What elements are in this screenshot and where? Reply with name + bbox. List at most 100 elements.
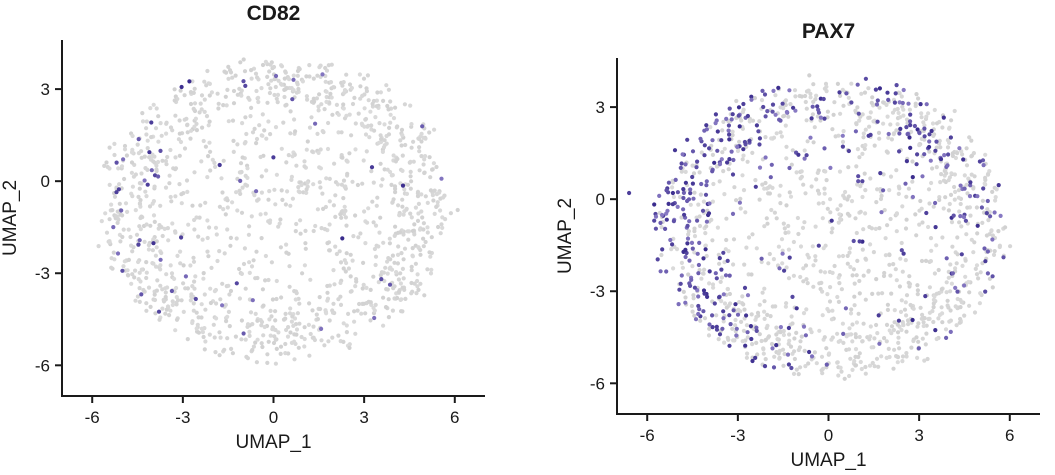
expressing-cell-point xyxy=(372,315,377,321)
cell-point xyxy=(861,273,866,278)
cell-point xyxy=(840,139,846,144)
cell-point xyxy=(116,166,121,171)
cell-point xyxy=(953,155,958,161)
cell-point xyxy=(863,188,868,193)
expressing-cell-point xyxy=(985,249,990,254)
cell-point xyxy=(163,294,168,300)
cell-point xyxy=(283,202,288,207)
cell-point xyxy=(873,226,878,231)
cell-point xyxy=(990,189,995,194)
cell-point xyxy=(902,307,908,312)
expressing-cell-point xyxy=(790,294,795,299)
cell-point xyxy=(415,278,420,284)
cell-point xyxy=(377,230,382,235)
x-tick-label: -3 xyxy=(730,426,745,445)
cell-point xyxy=(199,302,204,307)
cell-point xyxy=(805,139,810,144)
cell-point xyxy=(331,203,336,208)
cell-point xyxy=(396,203,401,208)
cell-point xyxy=(386,297,391,302)
cell-point xyxy=(174,285,179,291)
cell-point xyxy=(949,281,954,286)
cell-point xyxy=(778,201,783,206)
cell-point xyxy=(239,271,244,276)
cell-point xyxy=(319,102,324,107)
expressing-cell-point xyxy=(757,142,762,147)
cell-point xyxy=(150,248,155,253)
cell-point xyxy=(762,186,767,191)
cell-point xyxy=(900,204,905,209)
cell-point xyxy=(815,170,820,175)
expressing-cell-point xyxy=(672,148,678,153)
cell-point xyxy=(273,202,278,207)
cell-point xyxy=(135,294,140,299)
cell-point xyxy=(188,136,193,141)
cell-point xyxy=(242,69,248,74)
cell-point xyxy=(400,168,405,173)
cell-point xyxy=(436,224,441,230)
cell-point xyxy=(722,340,727,345)
cell-point xyxy=(804,106,809,111)
cell-point xyxy=(417,145,422,150)
cell-point xyxy=(432,188,437,193)
cell-point xyxy=(281,120,286,125)
cell-point xyxy=(168,308,173,313)
cell-point xyxy=(181,309,186,314)
cell-point xyxy=(361,76,367,81)
cell-point xyxy=(724,305,729,310)
cell-point xyxy=(850,339,855,344)
cell-point xyxy=(299,182,304,188)
cell-point xyxy=(962,173,967,178)
cell-point xyxy=(384,83,389,88)
cell-point xyxy=(336,297,341,302)
cell-point xyxy=(283,341,288,347)
cell-point xyxy=(688,202,693,207)
cell-point xyxy=(700,271,706,276)
cell-point xyxy=(781,221,786,226)
cell-point xyxy=(348,252,353,257)
cell-point xyxy=(110,208,115,213)
cell-point xyxy=(763,337,768,342)
cell-point xyxy=(295,80,300,85)
cell-point xyxy=(263,59,268,64)
cell-point xyxy=(428,271,434,276)
cell-point xyxy=(305,139,310,144)
cell-point xyxy=(927,201,932,206)
cell-point xyxy=(298,231,303,236)
cell-point xyxy=(256,99,261,105)
cell-point xyxy=(409,179,414,184)
pax7-umap-chart: -6 -3 0 3 6 -6 -3 0 3 UMAP_1 UMAP_2 xyxy=(555,46,1055,471)
cell-point xyxy=(203,200,208,205)
cell-point xyxy=(361,282,366,287)
cell-point xyxy=(957,220,962,225)
cell-point xyxy=(885,223,890,228)
cell-point xyxy=(350,258,355,263)
cell-point xyxy=(754,340,759,345)
cell-point xyxy=(202,347,207,352)
cell-point xyxy=(288,306,293,311)
cell-point xyxy=(789,314,794,319)
cell-point xyxy=(376,140,382,145)
expressing-cell-point xyxy=(695,159,700,164)
cell-point xyxy=(455,207,460,213)
expressing-cell-point xyxy=(145,182,150,187)
cell-point xyxy=(381,323,386,328)
cell-point xyxy=(319,226,324,231)
expressing-cell-point xyxy=(678,281,683,286)
cell-point xyxy=(422,293,427,298)
cell-point xyxy=(165,285,170,290)
expressing-cell-point xyxy=(675,204,680,209)
cell-point xyxy=(415,272,420,277)
cell-point xyxy=(178,261,183,266)
cell-point xyxy=(903,226,909,231)
cell-point xyxy=(400,197,405,202)
cell-point xyxy=(708,125,713,130)
cell-point xyxy=(875,187,880,192)
cell-point xyxy=(352,309,357,314)
cell-point xyxy=(215,258,220,264)
cell-point xyxy=(146,243,151,248)
cell-point xyxy=(952,184,957,190)
expressing-cell-point xyxy=(784,109,789,115)
cell-point xyxy=(855,258,860,263)
expressing-cell-point xyxy=(733,302,738,307)
